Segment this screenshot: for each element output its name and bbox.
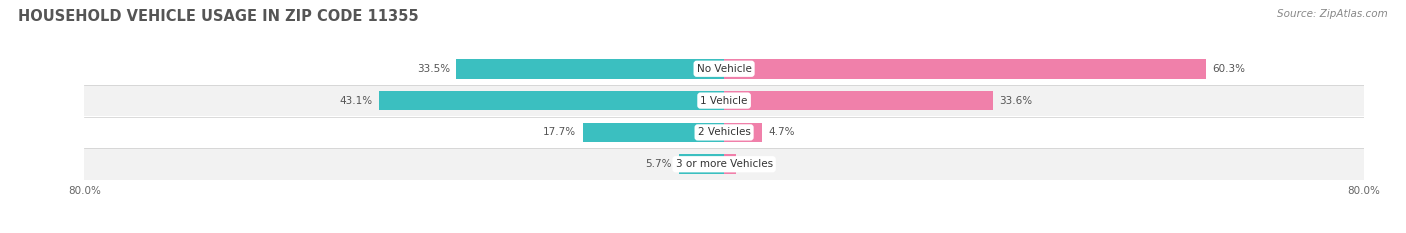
Bar: [724, 91, 993, 110]
Text: 3 or more Vehicles: 3 or more Vehicles: [675, 159, 773, 169]
Text: 43.1%: 43.1%: [340, 96, 373, 106]
Bar: [724, 154, 737, 174]
Bar: [582, 123, 724, 142]
Bar: [84, 116, 1364, 148]
Bar: [679, 154, 724, 174]
Text: 5.7%: 5.7%: [645, 159, 672, 169]
Bar: [380, 91, 724, 110]
Text: Source: ZipAtlas.com: Source: ZipAtlas.com: [1277, 9, 1388, 19]
Text: 60.3%: 60.3%: [1213, 64, 1246, 74]
Bar: [84, 148, 1364, 180]
Bar: [724, 123, 762, 142]
Text: HOUSEHOLD VEHICLE USAGE IN ZIP CODE 11355: HOUSEHOLD VEHICLE USAGE IN ZIP CODE 1135…: [18, 9, 419, 24]
Text: 1.5%: 1.5%: [742, 159, 769, 169]
Bar: [456, 59, 724, 79]
Text: 2 Vehicles: 2 Vehicles: [697, 127, 751, 137]
Bar: [84, 85, 1364, 116]
Text: 33.6%: 33.6%: [1000, 96, 1032, 106]
Text: 17.7%: 17.7%: [543, 127, 576, 137]
Bar: [724, 59, 1206, 79]
Text: 1 Vehicle: 1 Vehicle: [700, 96, 748, 106]
Bar: [84, 53, 1364, 85]
Text: No Vehicle: No Vehicle: [696, 64, 752, 74]
Text: 4.7%: 4.7%: [768, 127, 794, 137]
Text: 33.5%: 33.5%: [416, 64, 450, 74]
